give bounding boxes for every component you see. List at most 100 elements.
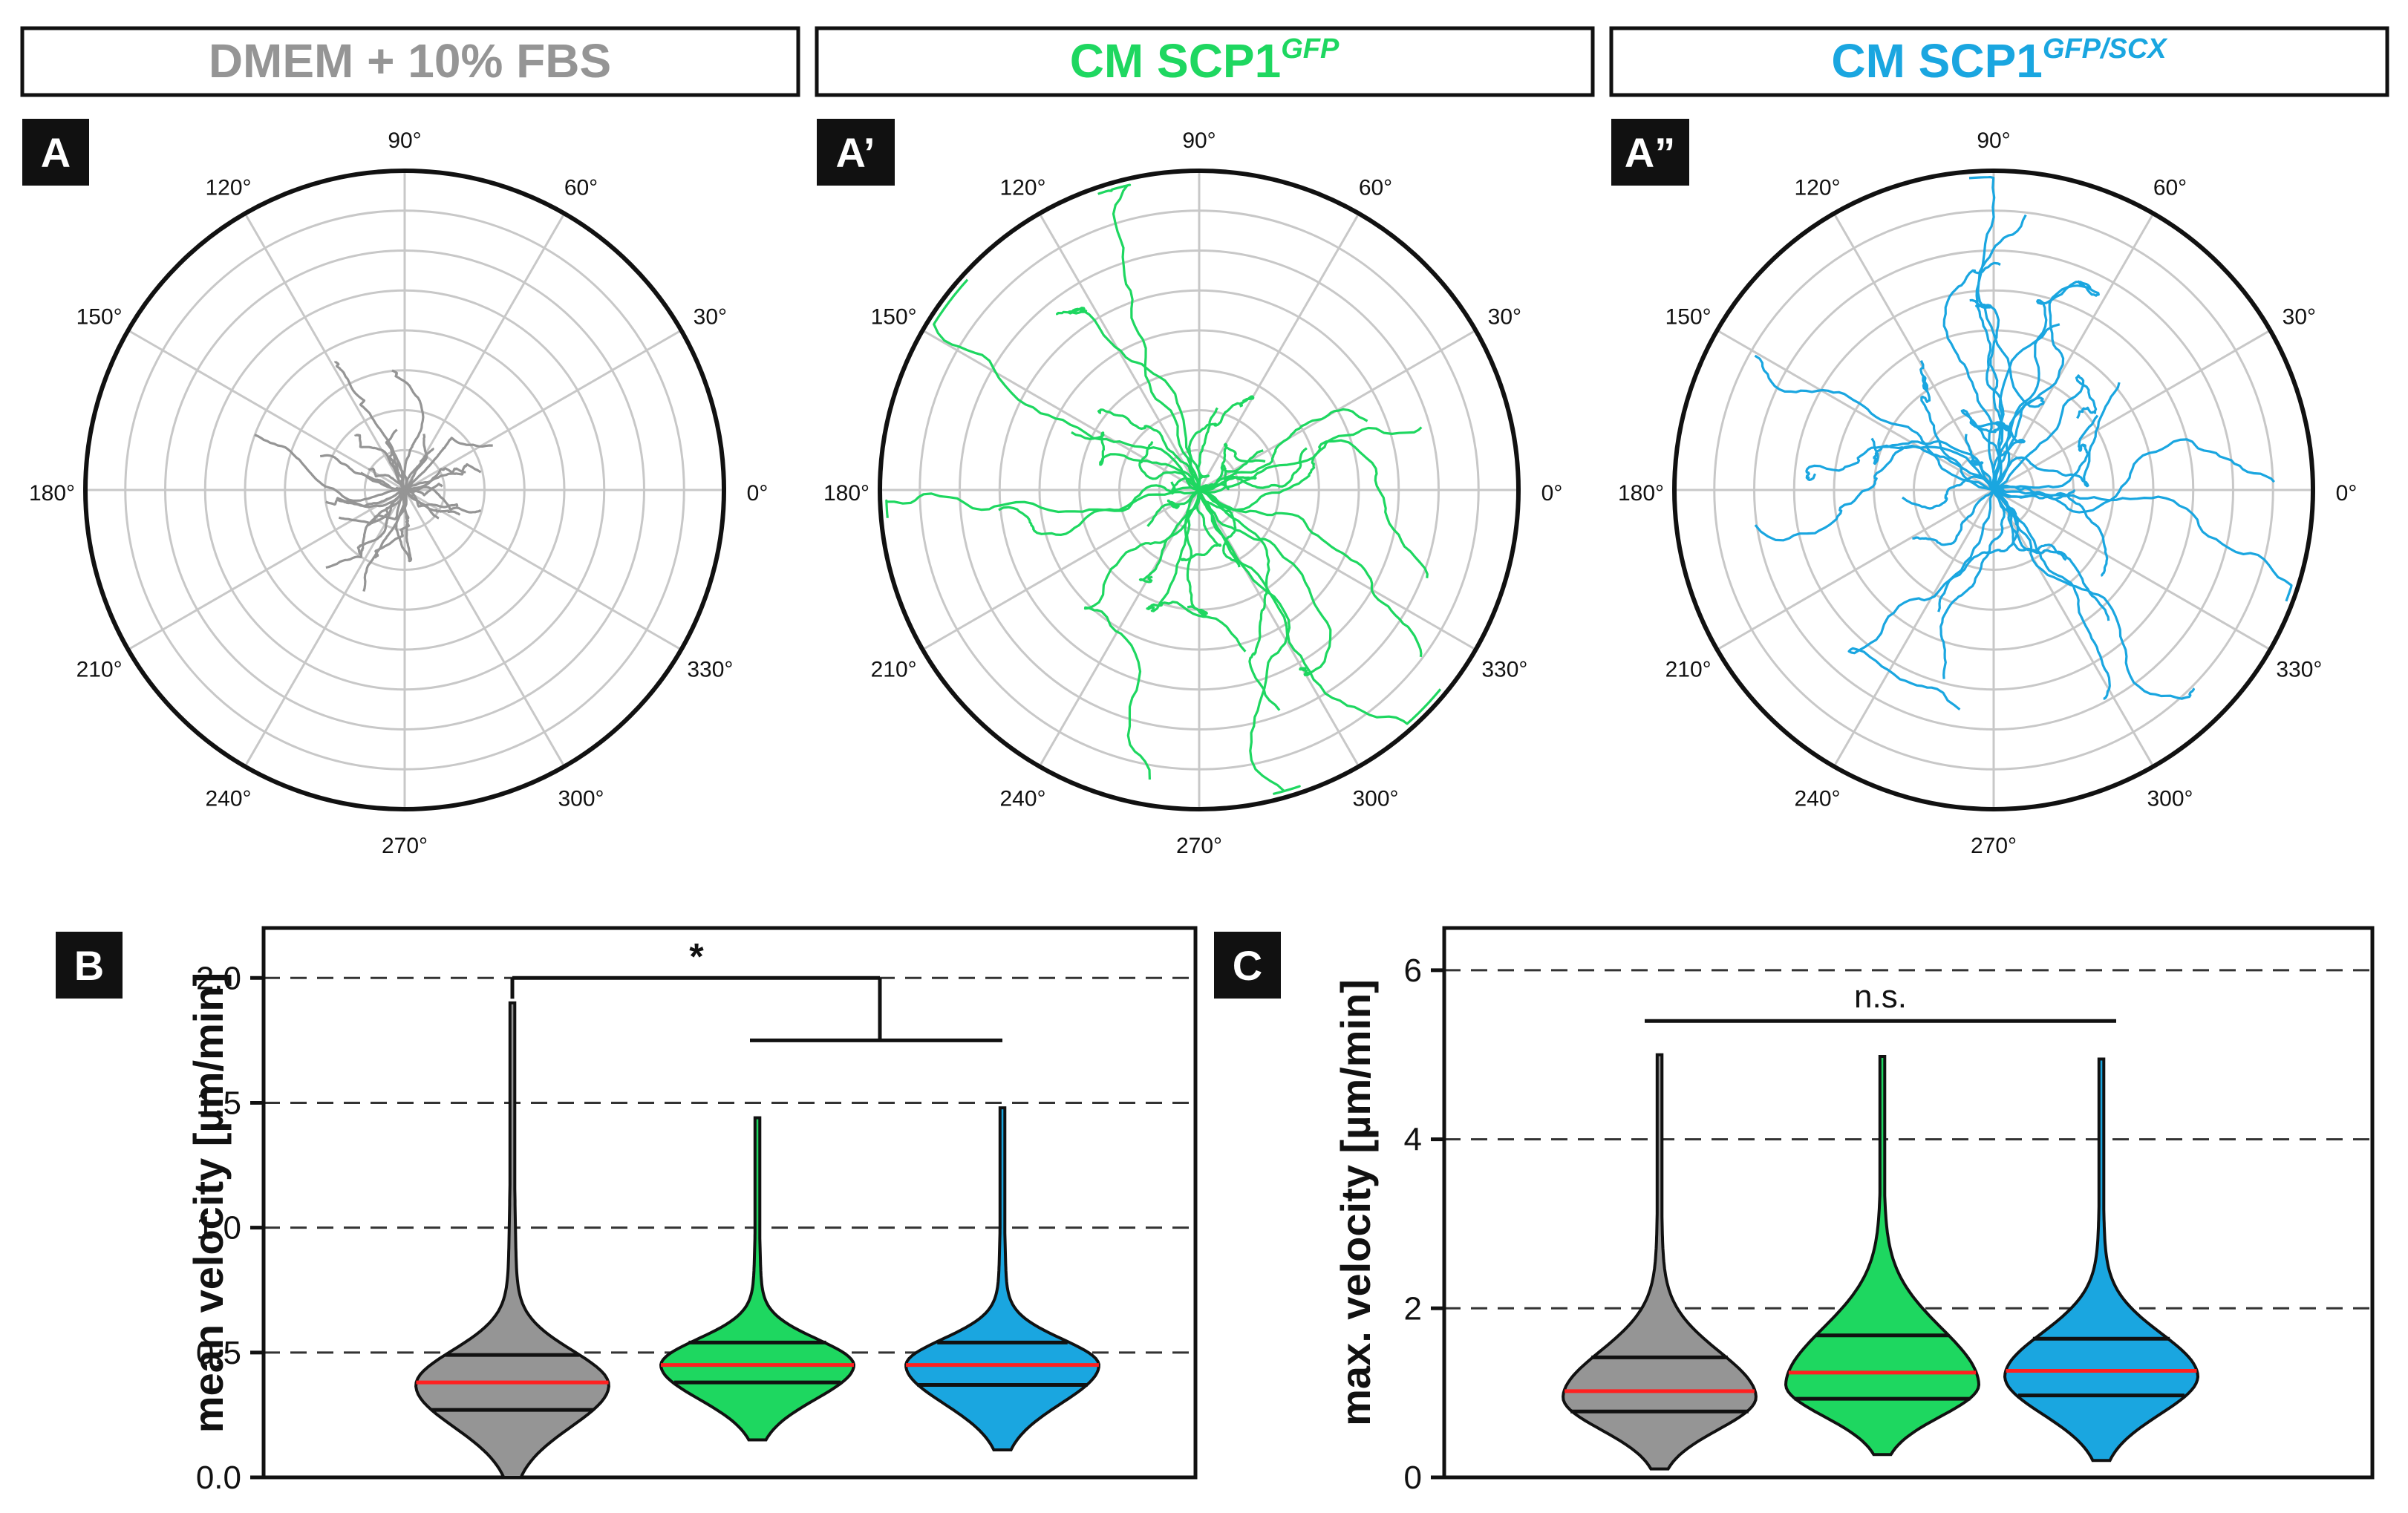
trajectory-track	[1146, 489, 1247, 653]
polar-angle-tick-label: 270°	[1176, 834, 1222, 858]
trajectory-track	[354, 434, 406, 491]
trajectory-track	[1055, 307, 1201, 491]
polar-trajectories	[885, 183, 1442, 796]
polar-spoke	[404, 488, 682, 651]
trajectory-track	[373, 489, 411, 559]
polar-angle-tick-label: 60°	[2153, 176, 2187, 200]
polar-spoke	[921, 329, 1200, 491]
trajectory-track	[1198, 488, 1281, 711]
polar-spoke	[1038, 489, 1201, 768]
header-box-scx	[1609, 26, 2389, 97]
trajectory-track	[404, 471, 466, 491]
trajectory-track	[1198, 488, 1423, 657]
violin-series	[2003, 1057, 2200, 1463]
trajectory-track	[1993, 374, 2098, 491]
trajectory-track	[1992, 489, 2111, 700]
polar-angle-tick-label: 90°	[1182, 128, 1216, 153]
violin-series	[659, 1116, 856, 1442]
violin-series	[414, 1001, 610, 1479]
trajectory-track	[1754, 444, 1995, 542]
trajectory-track	[1993, 488, 2109, 577]
polar-outer-ring	[1672, 169, 2315, 811]
polar-angle-tick-label: 210°	[1665, 658, 1712, 682]
trajectory-track	[325, 489, 406, 569]
trajectory-track	[1146, 488, 1201, 527]
significance-label: n.s.	[1854, 978, 1907, 1015]
polar-angle-tick-label: 120°	[999, 176, 1045, 200]
panel-letter-a1: A’	[836, 129, 875, 176]
polar-spoke	[403, 489, 566, 768]
trajectory-track	[1198, 439, 1429, 578]
trajectory-track	[404, 488, 459, 509]
polar-angle-tick-label: 30°	[694, 305, 727, 330]
trajectory-track	[1198, 449, 1264, 491]
polar-outer-ring	[878, 169, 1521, 811]
header-text-gfp: CM SCP1	[1070, 34, 1282, 88]
panel-letter-a2: A”	[1625, 129, 1675, 176]
violin-series	[904, 1106, 1100, 1451]
trajectory-track	[356, 489, 406, 555]
polar-spoke	[1716, 329, 1994, 491]
trajectory-track	[1968, 176, 2045, 491]
header-box-gfp	[815, 26, 1595, 97]
polar-angle-tick-label: 90°	[388, 128, 421, 153]
polar-angle-tick-label: 30°	[1488, 305, 1521, 330]
trajectory-track	[1198, 489, 1301, 796]
trajectory-track	[1975, 214, 2027, 490]
panel-label-a1: A’	[817, 119, 895, 186]
header-box-dmem	[20, 26, 800, 97]
trajectory-track	[1939, 489, 2006, 679]
panel-label-a2: A”	[1611, 119, 1689, 186]
trajectory-track	[1198, 408, 1368, 492]
header-gfp: CM SCP1GFP	[815, 26, 1595, 97]
trajectory-track	[1805, 439, 1995, 491]
trajectory-track	[1960, 323, 2060, 491]
trajectory-track	[1942, 261, 2001, 491]
header-sup-scx: GFP/SCX	[2043, 33, 2168, 65]
trajectory-track	[1754, 354, 1994, 491]
polar-spoke	[404, 329, 682, 491]
trajectory-track	[362, 489, 408, 592]
trajectory-track	[1097, 183, 1201, 491]
panel-letter-c: C	[1233, 942, 1262, 989]
polar-plot-2: 0° 30° 60° 90° 120° 150° 180° 210° 240° 270° 300° 3…	[823, 128, 1562, 858]
trajectory-track	[403, 434, 428, 491]
header-title-gfp: CM SCP1GFP	[1070, 33, 1340, 88]
violin-body	[904, 1106, 1100, 1451]
trajectory-track	[368, 467, 406, 491]
trajectory-track	[404, 486, 482, 514]
trajectory-track	[1198, 426, 1423, 512]
polar-spoke	[1198, 212, 1360, 491]
trajectory-track	[1902, 475, 1994, 510]
polar-angle-tick-label: 150°	[871, 305, 917, 330]
polar-angle-tick-label: 300°	[1352, 786, 1398, 811]
polar-angle-tick-label: 240°	[999, 786, 1045, 811]
trajectory-track	[1992, 284, 2100, 491]
trajectory-track	[1180, 489, 1222, 562]
violin-body	[659, 1116, 856, 1442]
polar-angle-tick-label: 60°	[564, 176, 598, 200]
polar-angle-tick-label: 60°	[1359, 176, 1392, 200]
y-tick-label: 2.0	[196, 960, 241, 996]
trajectory-track	[1993, 414, 2099, 491]
trajectory-track	[1993, 486, 2076, 501]
violin-series	[1784, 1055, 1981, 1457]
trajectory-track	[1992, 280, 2092, 491]
significance-bracket: n.s.	[1645, 978, 2116, 1023]
polar-spoke	[1993, 488, 2271, 651]
trajectory-track	[1187, 395, 1255, 491]
header-sup-gfp: GFP	[1281, 33, 1340, 65]
polar-angle-tick-label: 0°	[1541, 481, 1563, 506]
trajectory-track	[1198, 442, 1266, 491]
trajectory-track	[1992, 382, 2121, 491]
polar-spoke	[1993, 329, 2271, 491]
panel-badge-c	[1214, 932, 1281, 999]
trajectory-track	[885, 486, 1200, 518]
violin-body	[2003, 1057, 2200, 1463]
trajectory-track	[404, 483, 443, 497]
polar-spoke	[1992, 212, 2155, 491]
polar-angle-tick-label: 120°	[205, 176, 251, 200]
trajectory-track	[933, 278, 1201, 491]
